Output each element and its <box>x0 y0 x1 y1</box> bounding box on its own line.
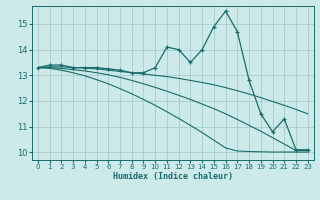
X-axis label: Humidex (Indice chaleur): Humidex (Indice chaleur) <box>113 172 233 181</box>
